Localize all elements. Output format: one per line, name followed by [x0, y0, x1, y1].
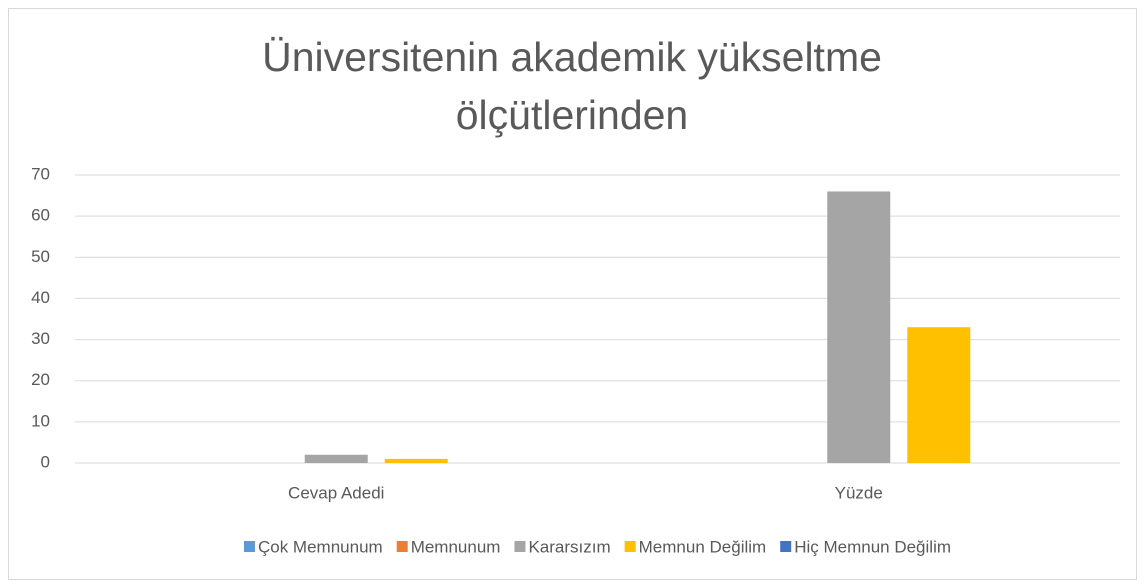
x-tick-label: Cevap Adedi [288, 483, 384, 502]
legend-label: Memnun Değilim [639, 537, 767, 556]
legend-swatch [514, 541, 526, 552]
legend-swatch [624, 541, 636, 552]
bar [827, 191, 891, 463]
y-tick-label: 0 [41, 452, 50, 471]
legend-label: Memnunum [411, 537, 501, 556]
y-tick-label: 40 [31, 288, 50, 307]
y-tick-label: 50 [31, 247, 50, 266]
bar [907, 327, 971, 463]
legend-label: Kararsızım [528, 537, 610, 556]
y-tick-label: 30 [31, 329, 50, 348]
legend-swatch [780, 541, 792, 552]
chart-title: Üniversitenin akademik yükseltme ölçütle… [262, 34, 882, 138]
legend-label: Hiç Memnun Değilim [794, 537, 951, 556]
legend-swatch [243, 541, 255, 552]
legend-label: Çok Memnunum [258, 537, 383, 556]
legend-swatch [396, 541, 408, 552]
y-tick-label: 20 [31, 370, 50, 389]
y-tick-label: 10 [31, 411, 50, 430]
bar [384, 458, 448, 463]
y-tick-label: 70 [31, 164, 50, 183]
chart-border [8, 8, 1137, 580]
x-tick-label: Yüzde [835, 483, 883, 502]
bar [304, 454, 368, 463]
y-tick-label: 60 [31, 206, 50, 225]
